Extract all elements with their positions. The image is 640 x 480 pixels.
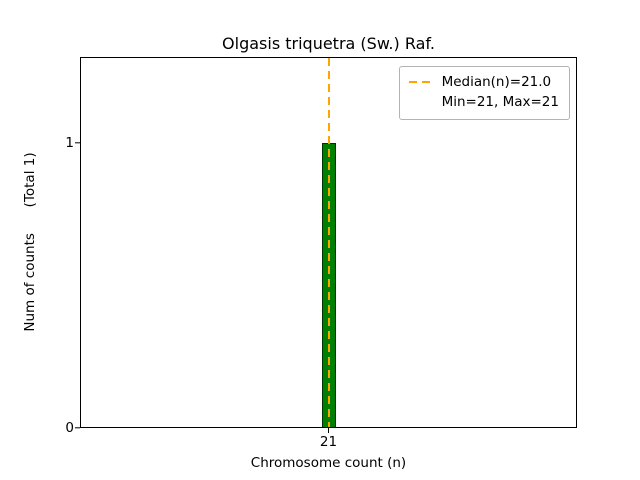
y-tick-mark-0 xyxy=(75,427,80,429)
x-axis-label: Chromosome count (n) xyxy=(250,455,407,471)
legend: Median(n)=21.0 Min=21, Max=21 xyxy=(398,66,570,120)
legend-label-minmax: Min=21, Max=21 xyxy=(441,94,559,111)
legend-item-minmax: Min=21, Max=21 xyxy=(409,92,559,112)
y-tick-mark-1 xyxy=(75,141,80,144)
y-axis-label: Num of counts (Total 1) xyxy=(22,152,38,332)
legend-label-median: Median(n)=21.0 xyxy=(441,74,552,90)
x-tick-mark-21 xyxy=(328,428,330,433)
legend-item-median: Median(n)=21.0 xyxy=(408,72,559,92)
y-tick-label-0: 0 xyxy=(65,420,74,436)
median-dashed-line-icon xyxy=(408,81,433,84)
x-tick-label-21: 21 xyxy=(319,434,338,450)
chart-title: Olgasis triquetra (Sw.) Raf. xyxy=(222,34,435,53)
y-tick-label-1: 1 xyxy=(65,134,74,151)
plot-area: Median(n)=21.0 Min=21, Max=21 xyxy=(80,57,577,428)
median-line xyxy=(327,58,330,427)
